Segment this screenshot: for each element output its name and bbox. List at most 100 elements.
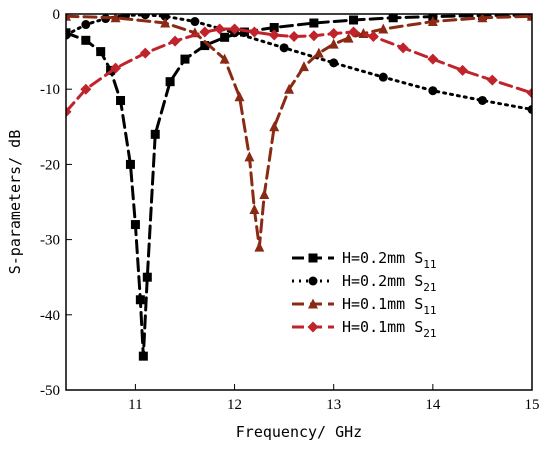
legend-label: H=0.1mm S21 <box>342 318 437 340</box>
series-4-point <box>169 35 181 47</box>
legend-label-subscript: 21 <box>423 327 436 340</box>
series-4-point <box>139 47 151 59</box>
series-4-point <box>229 23 241 35</box>
series-1-point <box>388 14 398 23</box>
series-4-point <box>367 31 379 43</box>
plot-frame <box>65 13 533 391</box>
series-4-point <box>308 30 320 42</box>
legend-swatch-marker <box>307 321 319 333</box>
series-2-point <box>190 17 200 27</box>
legend-label-subscript: 21 <box>423 281 436 294</box>
legend-label-main: H=0.2mm S <box>342 249 423 267</box>
legend-swatch-marker <box>308 276 318 286</box>
series-1-point <box>130 220 140 230</box>
series-3-point <box>378 23 389 34</box>
y-tick-label: -40 <box>40 308 60 324</box>
y-tick-label: 0 <box>53 7 61 23</box>
series-4-point <box>397 42 409 54</box>
series-4-point <box>110 62 122 74</box>
series-1-point <box>180 54 190 64</box>
series-3-point <box>110 14 121 23</box>
legend-item-2: H=0.2mm S21 <box>292 272 437 294</box>
x-tick-label: 11 <box>128 397 142 413</box>
x-tick-label: 14 <box>425 397 441 413</box>
series-3-point <box>298 61 309 72</box>
series-group <box>66 14 532 361</box>
series-1-point <box>349 15 359 25</box>
series-4-point <box>427 53 439 65</box>
legend-label-main: H=0.1mm S <box>342 318 423 336</box>
legend-item-1: H=0.2mm S11 <box>292 249 437 271</box>
series-3-point <box>328 38 339 49</box>
series-4-point <box>486 74 498 86</box>
series-2-point <box>66 30 71 40</box>
series-2-point <box>329 58 339 68</box>
legend-label-subscript: 11 <box>423 304 436 317</box>
series-3-line <box>66 14 532 248</box>
legend-label: H=0.2mm S11 <box>342 249 437 271</box>
y-tick-label: -20 <box>40 157 60 173</box>
series-2-point <box>527 105 532 115</box>
series-2 <box>66 14 532 115</box>
series-4-point <box>348 26 360 38</box>
series-4-point <box>80 83 92 95</box>
legend-label: H=0.1mm S11 <box>342 295 437 317</box>
series-1-point <box>142 272 152 282</box>
x-tick-label: 13 <box>326 397 341 413</box>
series-1-point <box>138 351 148 361</box>
series-1-point <box>135 295 145 305</box>
legend-label-main: H=0.2mm S <box>342 272 423 290</box>
series-1-point <box>150 129 160 139</box>
series-2-point <box>160 14 170 21</box>
series-2-point <box>378 72 388 82</box>
series-2-point <box>81 20 91 30</box>
y-tick-label: -30 <box>40 233 60 249</box>
series-1-point <box>200 41 210 51</box>
x-tick-label: 15 <box>525 397 540 413</box>
series-2-point <box>477 95 487 105</box>
series-3-point <box>343 32 354 43</box>
series-3-point <box>66 14 71 21</box>
series-3-point <box>477 14 488 23</box>
series-3-point <box>284 83 295 94</box>
series-3-point <box>244 151 255 162</box>
series-1-point <box>220 32 230 42</box>
legend-label: H=0.2mm S21 <box>342 272 437 294</box>
x-axis-label: Frequency/ GHz <box>236 423 362 441</box>
series-3-point <box>160 17 171 28</box>
series-3-point <box>254 241 265 252</box>
series-4-point <box>248 26 260 38</box>
series-4-point <box>457 64 469 76</box>
series-4-point <box>66 106 72 118</box>
series-3-point <box>427 16 438 27</box>
legend-swatch-marker <box>308 253 318 263</box>
series-2-point <box>428 86 438 96</box>
series-4-line <box>66 27 532 114</box>
series-2-line <box>66 14 532 112</box>
legend-item-4: H=0.1mm S21 <box>292 318 437 340</box>
series-4-point <box>268 29 280 41</box>
series-4-point <box>328 28 340 40</box>
y-tick-label: -10 <box>40 82 60 98</box>
series-4 <box>66 23 532 118</box>
series-3-point <box>269 121 280 132</box>
legend-item-3: H=0.1mm S11 <box>292 295 437 317</box>
series-1-point <box>96 47 106 57</box>
series-1-point <box>125 159 135 169</box>
series-3 <box>66 14 532 252</box>
legend-swatch-marker <box>308 298 318 309</box>
series-4-point <box>526 87 532 99</box>
series-3-point <box>313 47 324 58</box>
series-2-point <box>140 14 150 20</box>
series-4-point <box>199 26 211 38</box>
series-1-point <box>309 18 319 28</box>
series-1-point <box>116 95 126 105</box>
series-2-point <box>279 43 289 53</box>
legend-label-main: H=0.1mm S <box>342 295 423 313</box>
series-1 <box>66 14 532 361</box>
x-tick-label: 12 <box>227 397 242 413</box>
series-3-point <box>219 53 230 64</box>
series-4-point <box>214 23 226 35</box>
